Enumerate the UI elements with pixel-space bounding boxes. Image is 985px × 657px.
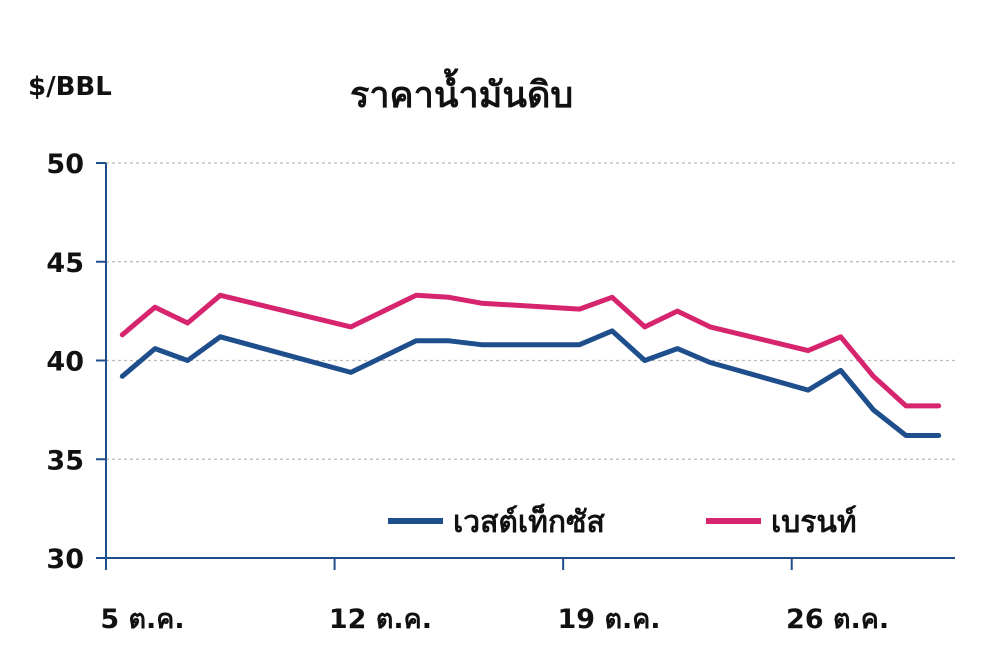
chart-title: ราคาน้ำมันดิบ — [350, 75, 574, 116]
series-lines — [119, 292, 942, 438]
y-tick-label: 30 — [46, 544, 84, 575]
legend-label-1: เบรนท์ — [771, 505, 857, 540]
series-line-0 — [119, 328, 942, 438]
x-tick-labels: 5 ต.ค. 12 ต.ค. 19 ต.ค. 26 ต.ค. — [100, 604, 889, 635]
y-tick-label: 50 — [46, 149, 84, 180]
x-tick-label: 26 ต.ค. — [786, 604, 889, 635]
axes — [96, 162, 955, 570]
y-tick-label: 35 — [46, 445, 84, 476]
legend-label-0: เวสต์เท็กซัส — [453, 503, 605, 540]
y-tick-label: 45 — [46, 248, 84, 279]
y-tick-labels: 50 45 40 35 30 — [46, 149, 84, 575]
grid-lines — [106, 162, 955, 460]
y-axis-unit-label: $/BBL — [28, 72, 112, 102]
x-tick-label: 12 ต.ค. — [329, 604, 432, 635]
x-tick-label: 5 ต.ค. — [100, 604, 184, 635]
x-tick-label: 19 ต.ค. — [557, 604, 660, 635]
y-tick-label: 40 — [46, 347, 84, 378]
series-line-1 — [119, 292, 942, 409]
legend: เวสต์เท็กซัส เบรนท์ — [388, 503, 857, 540]
